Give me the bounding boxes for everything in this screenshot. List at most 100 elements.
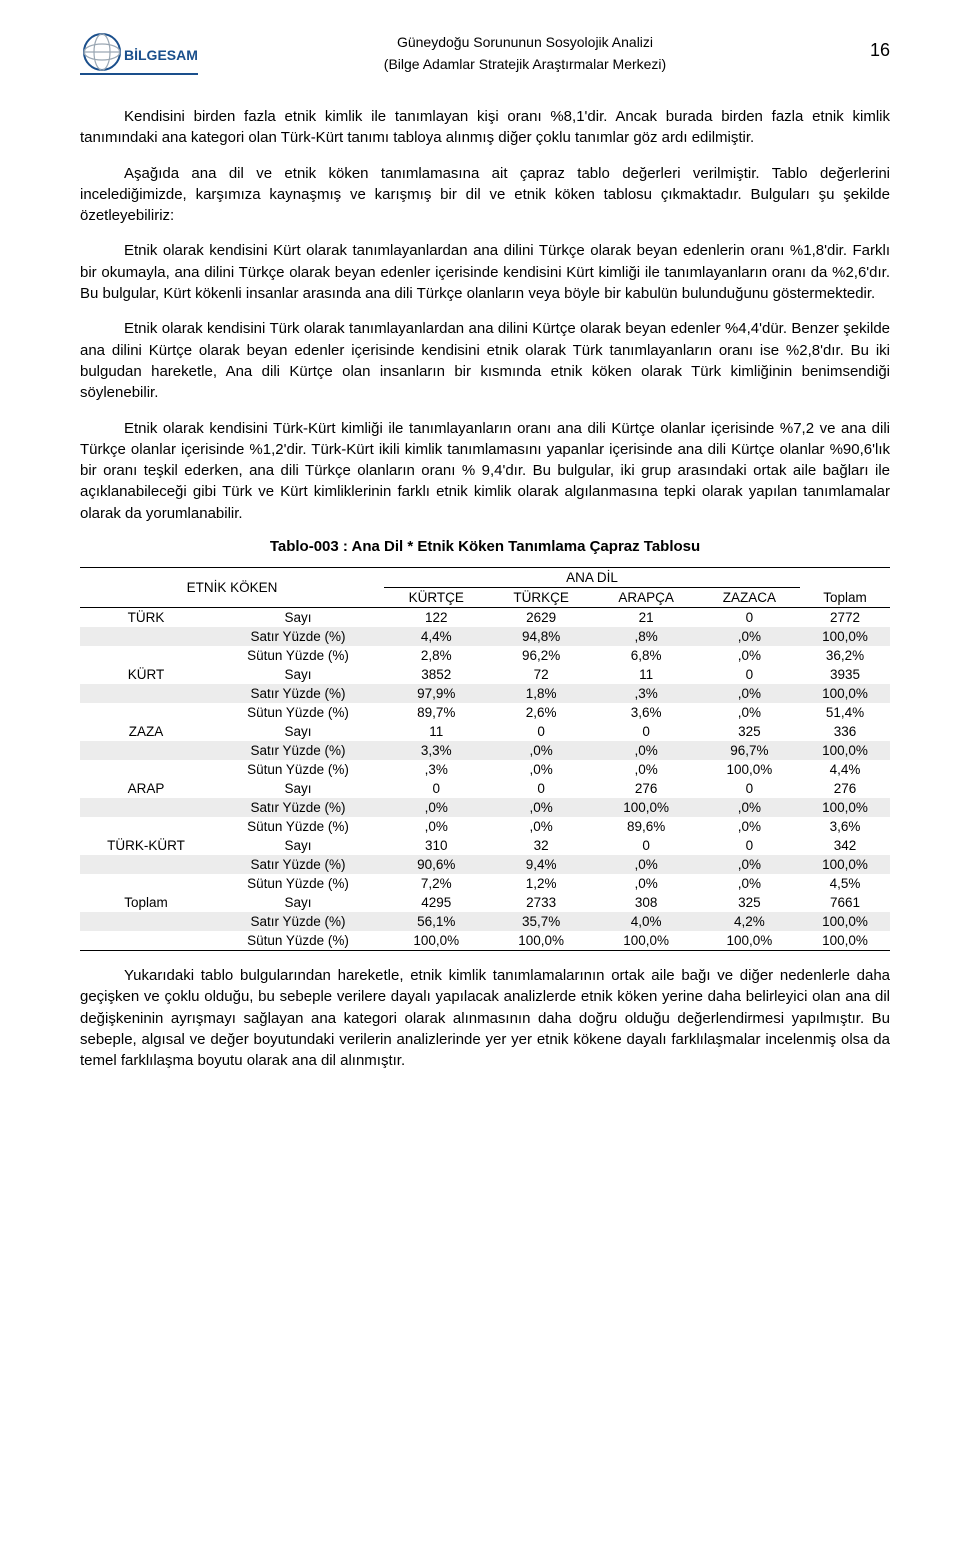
data-cell: 100,0% [800, 627, 890, 646]
page-number: 16 [850, 30, 890, 61]
data-cell: 4,5% [800, 874, 890, 893]
paragraph-4: Etnik olarak kendisini Türk olarak tanım… [80, 318, 890, 403]
header-title-line1: Güneydoğu Sorununun Sosyolojik Analizi [200, 32, 850, 54]
metric-label: Sütun Yüzde (%) [212, 874, 384, 893]
data-cell: 276 [800, 779, 890, 798]
data-cell: 0 [489, 722, 594, 741]
data-cell: 2,8% [384, 646, 489, 665]
metric-label: Sayı [212, 893, 384, 912]
table-row: ZAZASayı1100325336 [80, 722, 890, 741]
data-cell: ,0% [384, 798, 489, 817]
page-header: BİLGESAM Güneydoğu Sorununun Sosyolojik … [80, 30, 890, 78]
data-cell: 4,4% [384, 627, 489, 646]
spanning-header: ANA DİL [384, 568, 800, 588]
ethnic-label: ZAZA [80, 722, 212, 741]
ethnic-label [80, 627, 212, 646]
paragraph-3: Etnik olarak kendisini Kürt olarak tanım… [80, 240, 890, 304]
header-title-block: Güneydoğu Sorununun Sosyolojik Analizi (… [200, 30, 850, 75]
data-cell: 100,0% [800, 855, 890, 874]
bilgesam-logo-icon: BİLGESAM [80, 30, 198, 78]
metric-label: Satır Yüzde (%) [212, 912, 384, 931]
table-body: TÜRKSayı12226292102772Satır Yüzde (%)4,4… [80, 608, 890, 951]
data-cell: 3,6% [594, 703, 699, 722]
metric-label: Satır Yüzde (%) [212, 855, 384, 874]
col-header-arapca: ARAPÇA [594, 588, 699, 608]
data-cell: 96,2% [489, 646, 594, 665]
data-cell: 2,6% [489, 703, 594, 722]
table-row: ARAPSayı002760276 [80, 779, 890, 798]
data-cell: 89,6% [594, 817, 699, 836]
data-cell: ,3% [594, 684, 699, 703]
data-cell: ,0% [489, 817, 594, 836]
data-cell: 36,2% [800, 646, 890, 665]
data-cell: 3852 [384, 665, 489, 684]
data-cell: 3,6% [800, 817, 890, 836]
data-cell: 100,0% [800, 912, 890, 931]
data-cell: ,0% [699, 817, 800, 836]
data-cell: 72 [489, 665, 594, 684]
ethnic-label [80, 817, 212, 836]
data-cell: 6,8% [594, 646, 699, 665]
metric-label: Satır Yüzde (%) [212, 627, 384, 646]
ethnic-label: TÜRK-KÜRT [80, 836, 212, 855]
metric-label: Sayı [212, 779, 384, 798]
data-cell: ,0% [594, 741, 699, 760]
data-cell: 1,8% [489, 684, 594, 703]
metric-label: Sayı [212, 836, 384, 855]
data-cell: 0 [489, 779, 594, 798]
paragraph-1: Kendisini birden fazla etnik kimlik ile … [80, 106, 890, 149]
data-cell: 3935 [800, 665, 890, 684]
data-cell: 0 [384, 779, 489, 798]
data-cell: ,0% [594, 874, 699, 893]
data-cell: 3,3% [384, 741, 489, 760]
data-cell: ,0% [699, 627, 800, 646]
data-cell: 100,0% [594, 798, 699, 817]
data-cell: 11 [594, 665, 699, 684]
table-row: Sütun Yüzde (%)7,2%1,2%,0%,0%4,5% [80, 874, 890, 893]
col-header-turkce: TÜRKÇE [489, 588, 594, 608]
logo: BİLGESAM [80, 30, 200, 78]
data-cell: 100,0% [489, 931, 594, 951]
col-header-toplam: Toplam [800, 588, 890, 608]
data-cell: 4,4% [800, 760, 890, 779]
ethnic-label [80, 874, 212, 893]
data-cell: 100,0% [800, 931, 890, 951]
data-cell: 325 [699, 893, 800, 912]
data-cell: ,0% [699, 684, 800, 703]
data-cell: 336 [800, 722, 890, 741]
header-title-line2: (Bilge Adamlar Stratejik Araştırmalar Me… [200, 54, 850, 76]
ethnic-label [80, 741, 212, 760]
data-cell: 90,6% [384, 855, 489, 874]
table-row: Satır Yüzde (%),0%,0%100,0%,0%100,0% [80, 798, 890, 817]
data-cell: ,8% [594, 627, 699, 646]
data-cell: 51,4% [800, 703, 890, 722]
table-row: Sütun Yüzde (%),3%,0%,0%100,0%4,4% [80, 760, 890, 779]
document-page: BİLGESAM Güneydoğu Sorununun Sosyolojik … [0, 0, 960, 1542]
ethnic-label [80, 703, 212, 722]
col-header-zazaca: ZAZACA [699, 588, 800, 608]
data-cell: 310 [384, 836, 489, 855]
table-row: Sütun Yüzde (%),0%,0%89,6%,0%3,6% [80, 817, 890, 836]
data-cell: 35,7% [489, 912, 594, 931]
data-cell: 32 [489, 836, 594, 855]
data-cell: 122 [384, 608, 489, 628]
metric-label: Sütun Yüzde (%) [212, 646, 384, 665]
data-cell: 1,2% [489, 874, 594, 893]
paragraph-5: Etnik olarak kendisini Türk-Kürt kimliği… [80, 418, 890, 524]
data-cell: 0 [594, 836, 699, 855]
table-row: ToplamSayı429527333083257661 [80, 893, 890, 912]
data-cell: 97,9% [384, 684, 489, 703]
data-cell: 11 [384, 722, 489, 741]
data-cell: ,0% [489, 741, 594, 760]
data-cell: 100,0% [699, 760, 800, 779]
table-row: Sütun Yüzde (%)2,8%96,2%6,8%,0%36,2% [80, 646, 890, 665]
table-row: Satır Yüzde (%)56,1%35,7%4,0%4,2%100,0% [80, 912, 890, 931]
table-row: TÜRKSayı12226292102772 [80, 608, 890, 628]
ethnic-label: Toplam [80, 893, 212, 912]
metric-label: Sayı [212, 608, 384, 628]
data-cell: 4,2% [699, 912, 800, 931]
data-cell: ,0% [699, 703, 800, 722]
table-row: Satır Yüzde (%)4,4%94,8%,8%,0%100,0% [80, 627, 890, 646]
data-cell: ,0% [699, 646, 800, 665]
metric-label: Satır Yüzde (%) [212, 684, 384, 703]
